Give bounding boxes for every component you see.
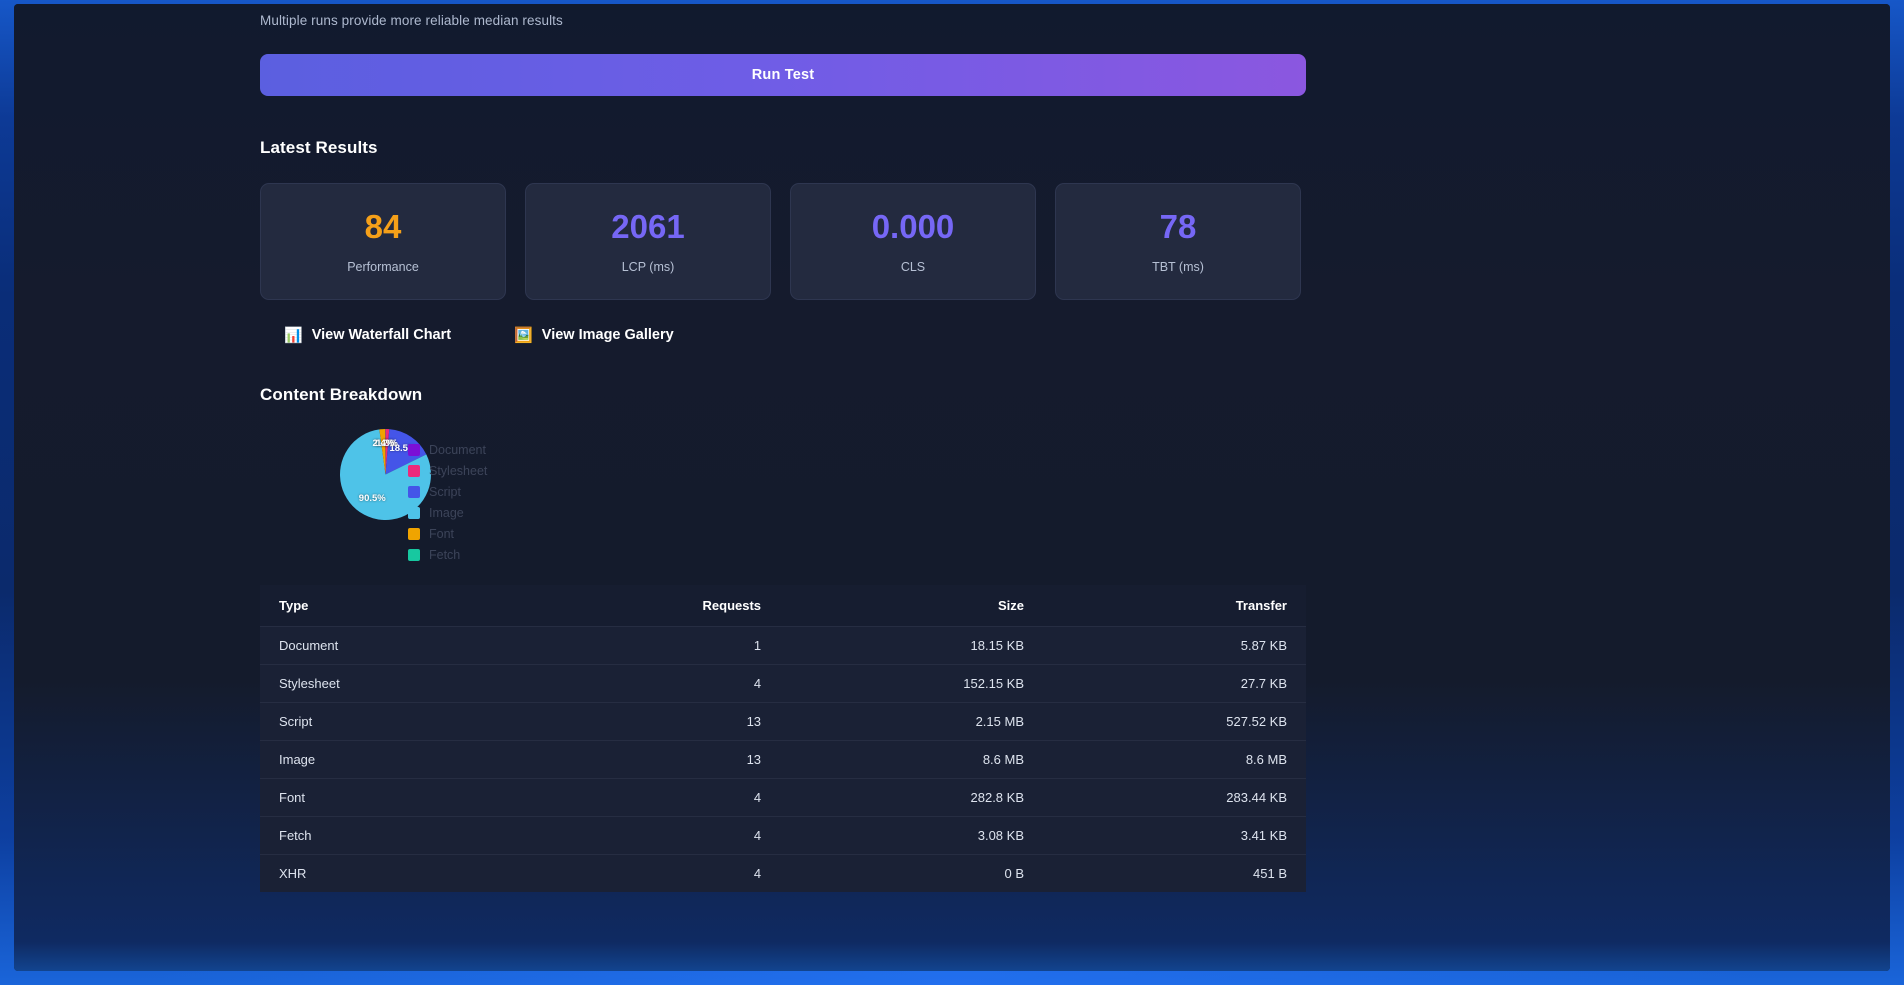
legend-item[interactable]: Script <box>408 481 487 502</box>
legend-item[interactable]: Font <box>408 523 487 544</box>
legend-item[interactable]: Fetch <box>408 544 487 565</box>
cell-transfer: 27.7 KB <box>1043 664 1306 703</box>
cell-type: Script <box>260 702 523 741</box>
cell-size: 0 B <box>780 854 1043 892</box>
cell-type: Font <box>260 778 523 817</box>
pie-legend: Document Stylesheet Script Image Font Fetch <box>408 439 487 565</box>
pie-slice-label: 0.2% <box>374 437 397 449</box>
cell-type: Stylesheet <box>260 664 523 703</box>
cell-type: Fetch <box>260 816 523 855</box>
view-link-label: View Image Gallery <box>541 327 674 343</box>
cell-transfer: 8.6 MB <box>1043 740 1306 779</box>
metric-label: LCP (ms) <box>621 259 675 274</box>
pie-slice <box>379 429 386 475</box>
cell-transfer: 527.52 KB <box>1043 702 1306 741</box>
metric-value: 2061 <box>611 207 685 245</box>
cell-transfer: 451 B <box>1043 854 1306 892</box>
legend-color-swatch <box>408 485 420 498</box>
legend-label: Image <box>429 505 464 520</box>
latest-results-heading: Latest Results <box>260 138 378 157</box>
metric-label: Performance <box>347 259 419 274</box>
cell-requests: 1 <box>522 626 781 665</box>
cell-transfer: 283.44 KB <box>1043 778 1306 817</box>
cell-requests: 4 <box>522 854 781 892</box>
cell-size: 18.15 KB <box>780 626 1043 665</box>
metrics-row: 84 Performance 2061 LCP (ms) 0.000 CLS 78 TBT (… <box>260 183 1306 300</box>
cell-transfer: 3.41 KB <box>1043 816 1306 855</box>
column-header-size: Size <box>780 585 1043 627</box>
legend-item[interactable]: Document <box>408 439 487 460</box>
table-row: XHR 4 0 B 451 B <box>260 854 1306 892</box>
view-image-gallery-link[interactable]: 🖼️ View Image Gallery <box>514 327 674 343</box>
column-header-transfer: Transfer <box>1043 585 1306 627</box>
cell-requests: 4 <box>522 664 781 703</box>
column-header-requests: Requests <box>522 585 781 627</box>
multiple-runs-note: Multiple runs provide more reliable medi… <box>260 13 563 28</box>
pie-slice <box>385 429 427 475</box>
cell-type: Document <box>260 626 523 665</box>
table-header: Type Requests Size Transfer <box>260 585 1306 627</box>
cell-size: 2.15 MB <box>780 702 1043 741</box>
legend-label: Document <box>429 442 486 457</box>
cell-size: 282.8 KB <box>780 778 1043 817</box>
column-header-type: Type <box>260 585 523 627</box>
metric-value: 78 <box>1159 207 1197 245</box>
table-row: Document 1 18.15 KB 5.87 KB <box>260 626 1306 665</box>
cell-size: 8.6 MB <box>780 740 1043 779</box>
table-row: Fetch 4 3.08 KB 3.41 KB <box>260 816 1306 855</box>
content-breakdown-heading: Content Breakdown <box>260 385 423 404</box>
page-surface: Multiple runs provide more reliable medi… <box>14 4 1890 971</box>
legend-item[interactable]: Stylesheet <box>408 460 487 481</box>
cell-transfer: 5.87 KB <box>1043 626 1306 665</box>
bar-chart-emoji: 📊 <box>284 326 303 344</box>
legend-label: Fetch <box>429 547 461 562</box>
pie-slice <box>385 429 390 475</box>
table-header-row: Type Requests Size Transfer <box>260 585 1306 627</box>
content-breakdown-chart: 0.2% 1.3% 18.5% 90.5% 2.4% Document Styleshee… <box>260 429 1306 562</box>
table-row: Stylesheet 4 152.15 KB 27.7 KB <box>260 664 1306 703</box>
metric-card: 0.000 CLS <box>790 183 1036 300</box>
metric-label: TBT (ms) <box>1152 259 1204 274</box>
legend-item[interactable]: Image <box>408 502 487 523</box>
cell-requests: 4 <box>522 778 781 817</box>
legend-color-swatch <box>408 464 420 477</box>
cell-requests: 13 <box>522 740 781 779</box>
legend-color-swatch <box>408 506 420 519</box>
pie-slice-label: 90.5% <box>358 493 386 505</box>
pie-slice-label: 18.5% <box>389 442 417 454</box>
content-breakdown-table: Type Requests Size Transfer Document 1 18.15 … <box>260 585 1306 892</box>
metric-card: 78 TBT (ms) <box>1055 183 1301 300</box>
table-row: Script 13 2.15 MB 527.52 KB <box>260 702 1306 741</box>
table-row: Image 13 8.6 MB 8.6 MB <box>260 740 1306 779</box>
main-content: Multiple runs provide more reliable medi… <box>14 4 1890 971</box>
legend-label: Stylesheet <box>429 463 488 478</box>
pie-slice-label: 2.4% <box>372 437 395 449</box>
cell-size: 152.15 KB <box>780 664 1043 703</box>
legend-label: Font <box>429 526 455 541</box>
cell-size: 3.08 KB <box>780 816 1043 855</box>
table-row: Font 4 282.8 KB 283.44 KB <box>260 778 1306 817</box>
legend-color-swatch <box>408 527 420 540</box>
cell-requests: 4 <box>522 816 781 855</box>
legend-color-swatch <box>408 443 420 456</box>
framed-picture-emoji: 🖼️ <box>514 326 533 344</box>
metric-value: 0.000 <box>871 207 955 245</box>
table-body: Document 1 18.15 KB 5.87 KB Stylesheet 4 152.1… <box>260 626 1306 892</box>
cell-requests: 13 <box>522 702 781 741</box>
cell-type: XHR <box>260 854 523 892</box>
pie-slice-label: 1.3% <box>376 437 398 449</box>
cell-type: Image <box>260 740 523 779</box>
metric-value: 84 <box>364 207 402 245</box>
view-waterfall-chart-link[interactable]: 📊 View Waterfall Chart <box>284 327 451 343</box>
metric-label: CLS <box>900 259 926 274</box>
view-link-label: View Waterfall Chart <box>311 327 452 343</box>
run-test-button[interactable]: Run Test <box>260 54 1306 96</box>
view-links-row: 📊 View Waterfall Chart 🖼️ View Image Galler… <box>260 327 1306 343</box>
legend-label: Script <box>429 484 461 499</box>
metric-card: 2061 LCP (ms) <box>525 183 771 300</box>
metric-card: 84 Performance <box>260 183 506 300</box>
legend-color-swatch <box>408 548 420 561</box>
